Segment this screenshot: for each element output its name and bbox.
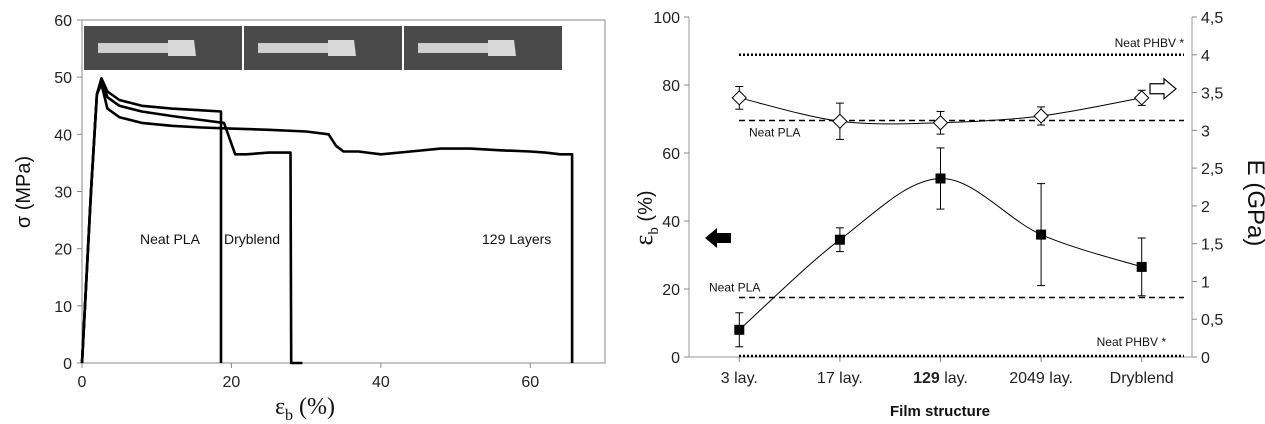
right-right-y-ticks: 0 0,5 1 1,5 2 2,5 3 3,5 4 4,5 bbox=[1192, 10, 1223, 367]
reference-line-label: Neat PLA bbox=[709, 281, 760, 295]
right-left-y-tick-label: 20 bbox=[662, 282, 680, 299]
right-left-y-tick-label: 40 bbox=[662, 214, 680, 231]
right-right-y-tick-label: 0,5 bbox=[1201, 312, 1223, 329]
reference-line-label: Neat PHBV * bbox=[1097, 335, 1167, 349]
right-x-tick-label: 17 lay. bbox=[817, 370, 863, 387]
right-left-y-tick-label: 80 bbox=[662, 78, 680, 95]
annotation-dryblend: Dryblend bbox=[224, 231, 280, 247]
right-left-y-tick-label: 60 bbox=[662, 146, 680, 163]
left-x-tick-label: 0 bbox=[78, 374, 87, 391]
right-right-y-tick-label: 2 bbox=[1201, 199, 1210, 216]
film-structure-chart: 0 20 40 60 80 100 0 0,5 1 1,5 2 2,5 3 3,5 4 4,5 3 lay.… bbox=[629, 10, 1265, 420]
specimen-piece-left bbox=[98, 43, 168, 53]
data-point-square bbox=[734, 324, 745, 335]
left-axis-arrow-icon bbox=[705, 228, 731, 248]
inset-photos bbox=[84, 26, 562, 70]
data-point-diamond bbox=[1033, 108, 1049, 124]
right-right-y-tick-label: 2,5 bbox=[1201, 161, 1223, 178]
right-right-y-tick-label: 4 bbox=[1201, 48, 1210, 65]
specimen-piece-left bbox=[418, 43, 488, 53]
data-point-square bbox=[935, 173, 946, 184]
data-point-square bbox=[834, 234, 845, 245]
right-x-tick-label: Dryblend bbox=[1110, 370, 1174, 387]
left-x-axis-unit: (%) bbox=[299, 394, 335, 420]
right-right-y-tick-label: 3 bbox=[1201, 123, 1210, 140]
left-x-axis-symbol: ε bbox=[275, 394, 285, 420]
right-x-tick-label: 129 lay. bbox=[913, 370, 968, 387]
axis-arrows bbox=[705, 77, 1177, 248]
right-x-tick-label-rest: lay. bbox=[940, 370, 968, 387]
data-point-diamond bbox=[832, 113, 848, 129]
inset-photo bbox=[404, 26, 562, 70]
specimen-piece-right bbox=[168, 40, 196, 56]
right-left-y-tick-label: 0 bbox=[671, 350, 680, 367]
left-y-tick-label: 0 bbox=[63, 356, 72, 373]
reference-line-label: Neat PLA bbox=[749, 126, 800, 140]
right-x-ticks: 3 lay. 17 lay. 129 lay. 2049 lay. Dryblend bbox=[721, 357, 1174, 387]
right-left-y-ticks: 0 20 40 60 80 100 bbox=[653, 10, 689, 367]
inset-photo bbox=[84, 26, 242, 70]
left-y-tick-label: 40 bbox=[54, 127, 72, 144]
stress-strain-curve bbox=[80, 82, 574, 364]
right-right-y-tick-label: 1,5 bbox=[1201, 237, 1223, 254]
left-x-axis-title: εb (%) bbox=[275, 394, 335, 424]
right-right-y-tick-label: 0 bbox=[1201, 350, 1210, 367]
left-plot-frame bbox=[81, 19, 606, 364]
left-x-ticks: 0 20 40 60 bbox=[78, 363, 539, 391]
annotation-neat-pla: Neat PLA bbox=[140, 231, 201, 247]
data-point-diamond bbox=[1133, 90, 1150, 106]
right-left-y-axis-sub: b bbox=[646, 227, 662, 235]
left-y-tick-label: 10 bbox=[54, 299, 72, 316]
left-x-tick-label: 20 bbox=[223, 374, 241, 391]
right-left-y-tick-label: 100 bbox=[653, 10, 680, 27]
right-series-group bbox=[731, 86, 1150, 348]
right-right-y-tick-label: 4,5 bbox=[1201, 10, 1223, 27]
left-y-tick-label: 20 bbox=[54, 242, 72, 259]
right-x-axis-title: Film structure bbox=[890, 403, 990, 420]
reference-line-label: Neat PHBV * bbox=[1115, 36, 1185, 50]
right-x-tick-label: 2049 lay. bbox=[1009, 370, 1073, 387]
right-left-y-axis-symbol: ε bbox=[629, 235, 658, 246]
data-point-square bbox=[1036, 229, 1047, 240]
left-x-tick-label: 40 bbox=[372, 374, 390, 391]
data-point-diamond bbox=[731, 90, 748, 106]
right-x-tick-label-bold: 129 bbox=[913, 370, 940, 387]
specimen-piece-right bbox=[328, 40, 356, 56]
data-point-square bbox=[1136, 261, 1147, 272]
right-x-tick-label: 3 lay. bbox=[721, 370, 758, 387]
left-y-tick-label: 50 bbox=[54, 70, 72, 87]
left-x-tick-label: 60 bbox=[521, 374, 539, 391]
reference-lines: Neat PHBV * Neat PLA Neat PLA Neat PHBV * bbox=[709, 36, 1185, 358]
left-y-ticks: 0 10 20 30 40 50 60 bbox=[54, 13, 82, 373]
left-y-tick-label: 30 bbox=[54, 185, 72, 202]
stress-strain-curve bbox=[80, 78, 303, 365]
left-x-axis-sub: b bbox=[285, 407, 293, 424]
right-right-y-tick-label: 1 bbox=[1201, 274, 1210, 291]
inset-photo bbox=[244, 26, 402, 70]
specimen-piece-right bbox=[488, 40, 516, 56]
left-y-tick-label: 60 bbox=[54, 13, 72, 30]
annotation-129-layers: 129 Layers bbox=[482, 231, 551, 247]
data-point-diamond bbox=[932, 115, 949, 131]
right-left-y-axis-title: εb (%) bbox=[629, 190, 662, 245]
left-series-group bbox=[80, 77, 574, 365]
specimen-piece-left bbox=[258, 43, 328, 53]
right-axis-arrow-icon bbox=[1149, 77, 1177, 101]
right-right-y-tick-label: 3,5 bbox=[1201, 86, 1223, 103]
left-y-axis-title: σ (MPa) bbox=[13, 156, 35, 228]
right-left-y-axis-unit: (%) bbox=[635, 190, 657, 227]
right-right-y-axis-title: E (GPa) bbox=[1242, 160, 1265, 247]
